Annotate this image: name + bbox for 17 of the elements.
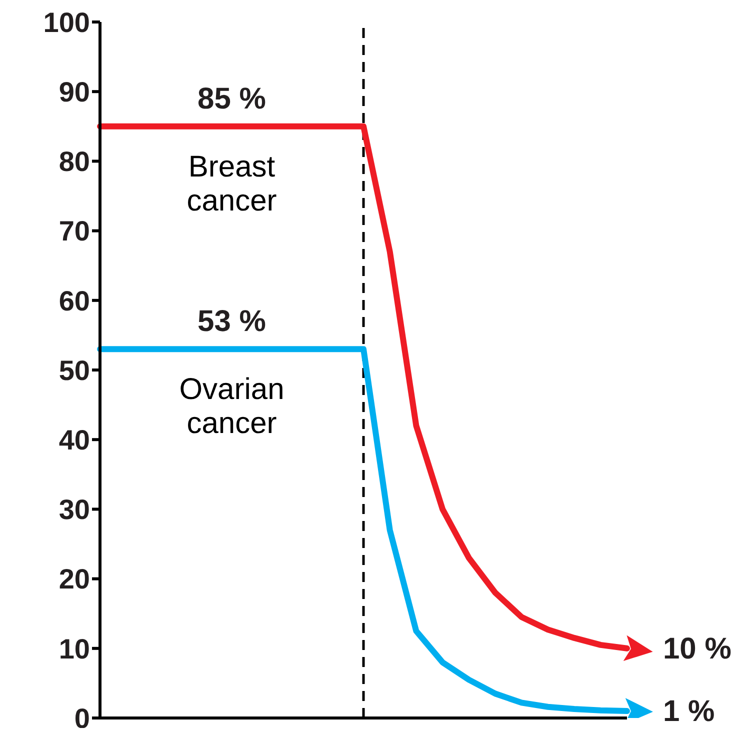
- y-tick-label: 80: [58, 146, 90, 178]
- data-label: 1 %: [663, 695, 715, 728]
- y-tick-label: 90: [58, 76, 90, 108]
- data-label: 53 %: [198, 305, 266, 338]
- y-tick-label: 100: [43, 6, 90, 38]
- y-tick-label: 70: [58, 216, 90, 247]
- y-tick-label: 20: [58, 564, 90, 595]
- series-label: Ovarian cancer: [179, 373, 284, 440]
- y-tick-label: 50: [58, 354, 90, 386]
- y-tick-label: 0: [74, 702, 90, 734]
- y-tick-label: 10: [58, 633, 90, 664]
- y-tick-label: 30: [58, 494, 90, 526]
- data-label: 10 %: [663, 632, 732, 666]
- series-label: Breast cancer: [186, 150, 277, 218]
- data-label: 85 %: [198, 82, 266, 116]
- y-tick-label: 40: [58, 424, 90, 456]
- y-tick-label: 60: [58, 285, 90, 316]
